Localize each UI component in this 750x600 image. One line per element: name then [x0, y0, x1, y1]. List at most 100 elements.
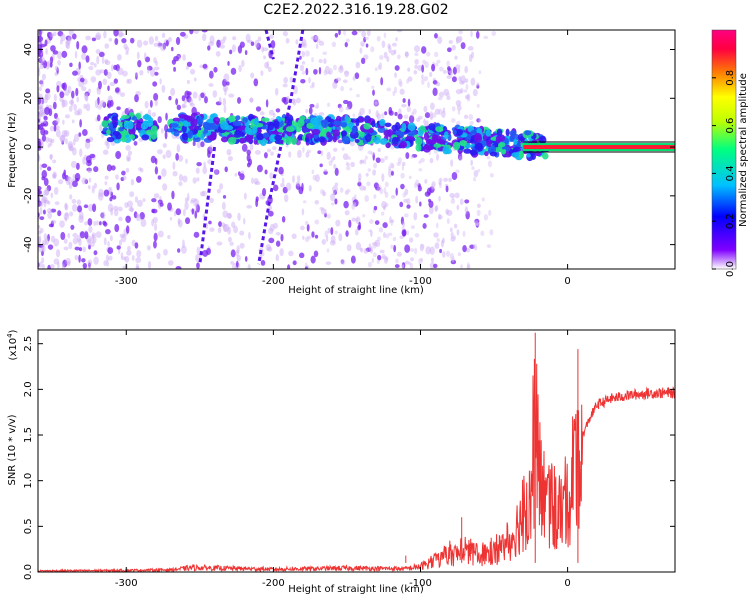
noise-speckle	[50, 45, 56, 52]
noise-speckle	[129, 37, 135, 44]
noise-speckle	[73, 103, 77, 111]
noise-speckle	[226, 212, 232, 219]
noise-speckle	[399, 235, 405, 240]
noise-speckle	[394, 72, 397, 79]
noise-speckle	[153, 193, 160, 199]
noise-speckle	[137, 199, 143, 207]
noise-speckle	[334, 78, 339, 84]
noise-speckle	[78, 215, 84, 223]
noise-speckle	[268, 227, 274, 235]
noise-speckle	[193, 77, 197, 82]
noise-speckle	[157, 116, 162, 124]
noise-speckle	[137, 59, 142, 68]
noise-speckle	[223, 105, 227, 114]
noise-speckle	[483, 214, 489, 221]
noise-speckle	[377, 236, 381, 241]
noise-speckle	[195, 202, 198, 211]
noise-speckle	[175, 265, 182, 269]
noise-speckle	[279, 61, 285, 65]
noise-speckle	[312, 174, 317, 181]
noise-speckle	[93, 256, 99, 265]
noise-speckle	[189, 30, 194, 35]
noise-speckle	[365, 43, 369, 48]
noise-speckle	[202, 63, 208, 69]
noise-speckle	[372, 243, 377, 249]
snr-ytick-label: 2.0	[23, 381, 34, 397]
noise-speckle	[335, 77, 342, 82]
noise-speckle	[222, 97, 227, 107]
noise-speckle	[451, 76, 457, 83]
noise-speckle	[457, 109, 461, 115]
noise-speckle	[443, 69, 447, 74]
noise-speckle	[222, 210, 229, 218]
noise-speckle	[84, 221, 88, 226]
spectrogram-xtick-label: -300	[115, 276, 138, 287]
noise-speckle	[171, 190, 175, 200]
band-blob	[385, 142, 391, 149]
noise-speckle	[124, 255, 130, 263]
noise-speckle	[272, 113, 276, 118]
noise-speckle	[449, 227, 453, 233]
snr-ytick-label: 1.0	[23, 473, 34, 489]
noise-speckle	[158, 230, 164, 238]
noise-speckle	[124, 108, 130, 115]
noise-speckle	[126, 79, 130, 84]
noise-speckle	[365, 247, 372, 252]
noise-speckle	[232, 36, 237, 41]
noise-speckle	[96, 55, 100, 65]
band-blob	[349, 130, 359, 139]
noise-speckle	[340, 259, 346, 266]
noise-speckle	[221, 201, 226, 211]
noise-speckle	[53, 186, 59, 195]
noise-speckle	[396, 251, 403, 257]
noise-speckle	[104, 175, 109, 180]
noise-speckle	[397, 54, 401, 60]
band-blob	[495, 135, 502, 144]
noise-speckle	[445, 208, 449, 215]
noise-speckle	[413, 45, 420, 53]
noise-speckle	[370, 151, 375, 156]
noise-speckle	[135, 214, 142, 222]
noise-speckle	[92, 235, 97, 244]
noise-speckle	[373, 205, 378, 211]
noise-speckle	[429, 72, 433, 77]
noise-speckle	[465, 210, 470, 220]
noise-speckle	[342, 79, 348, 84]
noise-speckle	[261, 46, 265, 53]
noise-speckle	[140, 218, 147, 228]
noise-speckle	[95, 48, 101, 55]
band-blob	[423, 131, 429, 141]
noise-speckle	[138, 167, 143, 171]
noise-speckle	[350, 161, 355, 168]
noise-speckle	[71, 119, 75, 124]
noise-speckle	[39, 44, 43, 53]
noise-speckle	[74, 50, 78, 59]
noise-speckle	[59, 96, 64, 103]
noise-speckle	[408, 175, 412, 180]
noise-speckle	[314, 234, 319, 239]
band-blob	[463, 148, 472, 154]
noise-speckle	[78, 254, 81, 263]
band-blob	[173, 130, 180, 137]
noise-speckle	[193, 30, 200, 34]
noise-speckle	[88, 65, 94, 71]
noise-speckle	[273, 184, 279, 192]
noise-speckle	[112, 205, 119, 211]
noise-speckle	[65, 39, 70, 44]
noise-speckle	[39, 109, 44, 116]
noise-speckle	[43, 115, 48, 121]
noise-speckle	[122, 175, 127, 181]
noise-speckle	[157, 175, 162, 180]
noise-speckle	[450, 118, 456, 123]
noise-speckle	[129, 206, 134, 213]
noise-speckle	[127, 150, 133, 156]
noise-speckle	[78, 238, 82, 247]
noise-speckle	[325, 261, 332, 265]
noise-speckle	[38, 86, 42, 91]
noise-speckle	[417, 185, 422, 192]
noise-speckle	[263, 152, 268, 159]
noise-speckle	[177, 248, 181, 253]
noise-speckle	[281, 177, 285, 184]
noise-speckle	[388, 45, 392, 54]
noise-speckle	[421, 64, 425, 73]
